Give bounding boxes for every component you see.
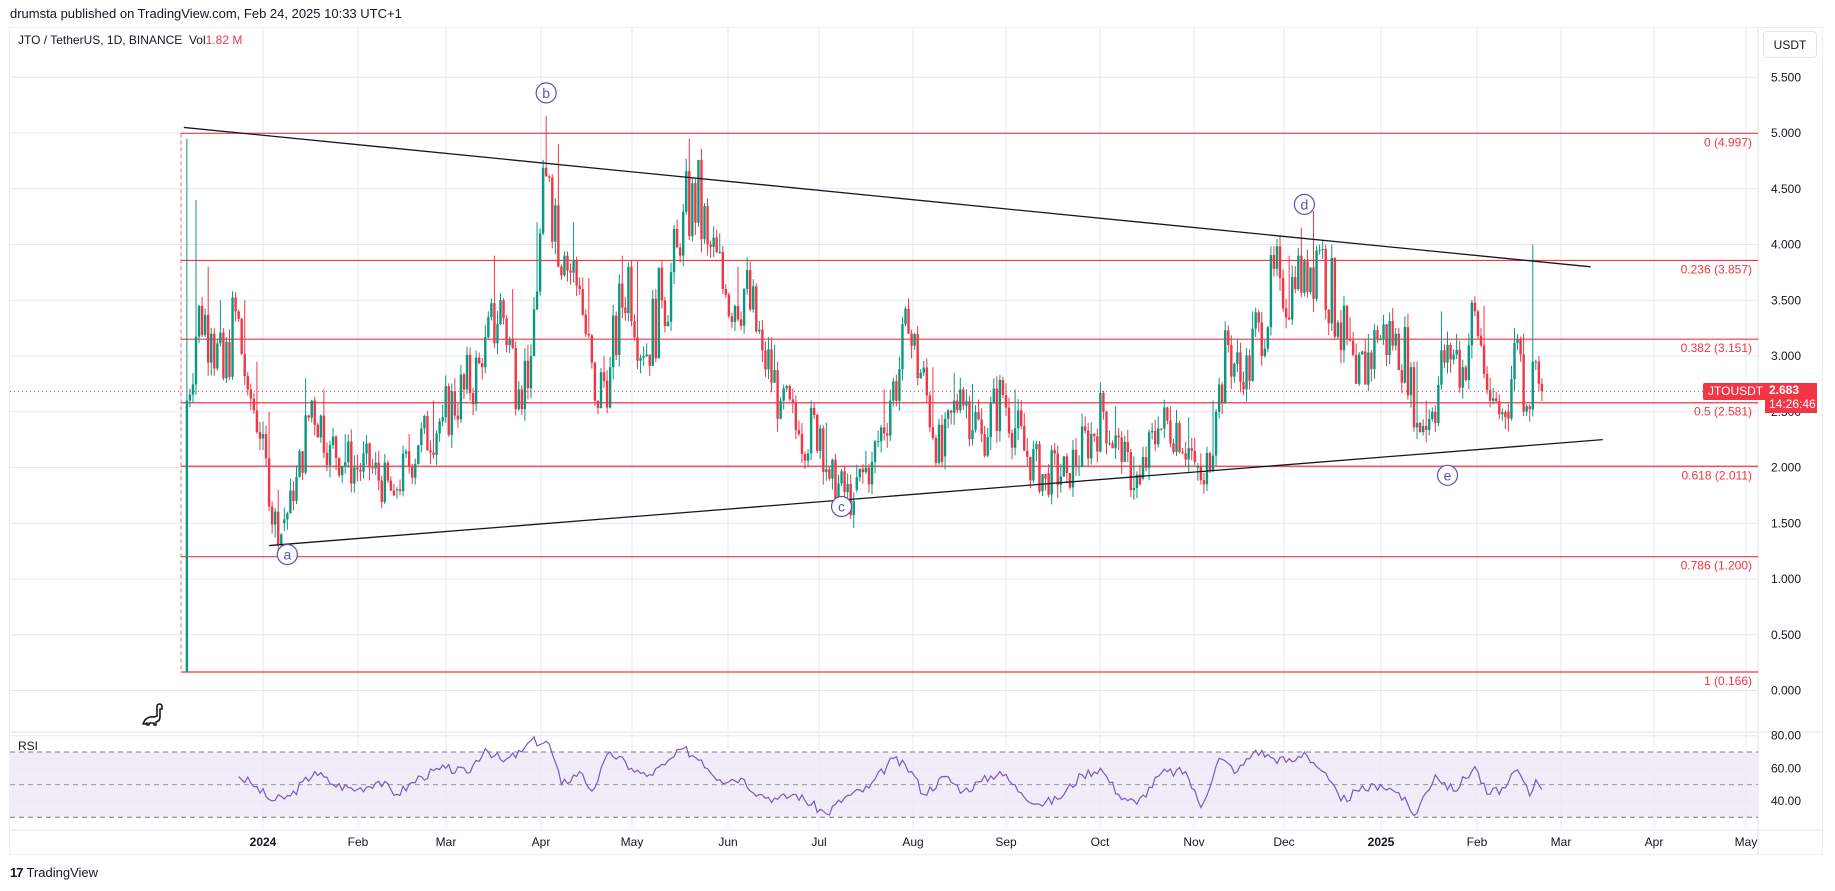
tradingview-brand: TradingView (26, 865, 99, 880)
fibonacci-retracement[interactable]: 0 (4.997) 0.236 (3.857) 0.382 (3.151) 0.5 (… (180, 132, 1758, 688)
tradingview-mark-icon: 17 (10, 865, 24, 880)
volume-value: 1.82 M (205, 33, 243, 47)
svg-text:Feb: Feb (348, 835, 369, 849)
svg-text:Apr: Apr (532, 835, 551, 849)
last-price-tag: 2.683 14:26:46 (1765, 383, 1817, 413)
svg-text:Dec: Dec (1273, 835, 1294, 849)
wave-label-c (830, 495, 853, 518)
fib-level-label: 1 (0.166) (1704, 674, 1752, 688)
svg-text:Aug: Aug (902, 835, 923, 849)
svg-text:0.000: 0.000 (1771, 684, 1801, 698)
svg-text:80.00: 80.00 (1771, 729, 1801, 743)
trendline-upper (183, 126, 1591, 268)
svg-text:c: c (838, 499, 845, 515)
svg-text:b: b (542, 85, 550, 101)
chart-frame (9, 27, 1823, 855)
wave-label-d (1293, 193, 1315, 215)
rsi-title[interactable]: RSI (18, 739, 39, 753)
svg-text:Feb: Feb (1467, 835, 1488, 849)
volume-label: Vol (188, 33, 206, 47)
grid (10, 28, 1758, 827)
svg-text:Jun: Jun (718, 835, 737, 849)
svg-text:3.500: 3.500 (1771, 293, 1801, 307)
svg-text:5.000: 5.000 (1771, 126, 1801, 140)
wave-label-a (276, 543, 298, 566)
wave-label-b (535, 82, 557, 104)
svg-text:0.500: 0.500 (1771, 628, 1801, 642)
published-header: drumsta published on TradingView.com, Fe… (10, 6, 402, 21)
last-price-value: 2.683 (1769, 383, 1800, 397)
time-axis[interactable]: 2024 Feb Mar Apr May Jun Jul Aug Sep Oct Nov Dec 202… (250, 835, 1758, 849)
trendline-lower (269, 438, 1603, 547)
rsi-pane (10, 735, 1758, 818)
svg-text:a: a (283, 546, 291, 562)
fib-level-label: 0.382 (3.151) (1681, 341, 1752, 355)
svg-text:Apr: Apr (1645, 835, 1664, 849)
svg-text:4.000: 4.000 (1771, 238, 1801, 252)
svg-text:2024: 2024 (250, 835, 277, 849)
rsi-line (238, 735, 1543, 817)
svg-text:3.000: 3.000 (1771, 349, 1801, 363)
candlesticks (185, 116, 1544, 672)
fib-level-label: 0.5 (2.581) (1694, 405, 1752, 419)
svg-text:1.500: 1.500 (1771, 516, 1801, 530)
svg-text:Mar: Mar (1551, 835, 1572, 849)
wave-label-e (1436, 464, 1459, 486)
symbol-legend: JTO / TetherUS, 1D, BINANCE Vol1.82 M (18, 33, 242, 47)
tradingview-logo[interactable]: 17 TradingView (10, 865, 98, 880)
svg-text:2025: 2025 (1368, 835, 1395, 849)
svg-text:40.00: 40.00 (1771, 794, 1801, 808)
svg-text:e: e (1444, 467, 1452, 483)
svg-text:d: d (1300, 196, 1308, 212)
svg-text:1.000: 1.000 (1771, 572, 1801, 586)
symbol-info[interactable]: JTO / TetherUS, 1D, BINANCE (18, 33, 183, 47)
fib-level-label: 0.618 (2.011) (1682, 468, 1753, 482)
svg-text:Jul: Jul (811, 835, 826, 849)
fib-level-label: 0.236 (3.857) (1681, 262, 1752, 276)
rsi-axis[interactable]: 80.00 60.00 40.00 (1771, 729, 1801, 808)
svg-text:4.500: 4.500 (1771, 182, 1801, 196)
symbol-price-tag: JTOUSDT (1703, 383, 1769, 400)
triangle-trendlines[interactable] (183, 126, 1603, 547)
svg-text:May: May (1735, 835, 1758, 849)
svg-text:5.500: 5.500 (1771, 70, 1801, 84)
dinosaur-icon[interactable] (140, 702, 166, 728)
fib-level-label: 0 (4.997) (1704, 135, 1752, 149)
elliott-wave-labels[interactable]: a b c d e (276, 82, 1459, 566)
bar-countdown: 14:26:46 (1769, 397, 1816, 411)
svg-text:Sep: Sep (995, 835, 1017, 849)
svg-text:2.000: 2.000 (1771, 461, 1801, 475)
svg-text:Nov: Nov (1183, 835, 1204, 849)
currency-button[interactable]: USDT (1763, 31, 1817, 58)
svg-text:May: May (621, 835, 644, 849)
fib-level-label: 0.786 (1.200) (1681, 559, 1752, 573)
svg-text:Oct: Oct (1091, 835, 1110, 849)
svg-text:60.00: 60.00 (1771, 761, 1801, 775)
svg-text:Mar: Mar (436, 835, 457, 849)
